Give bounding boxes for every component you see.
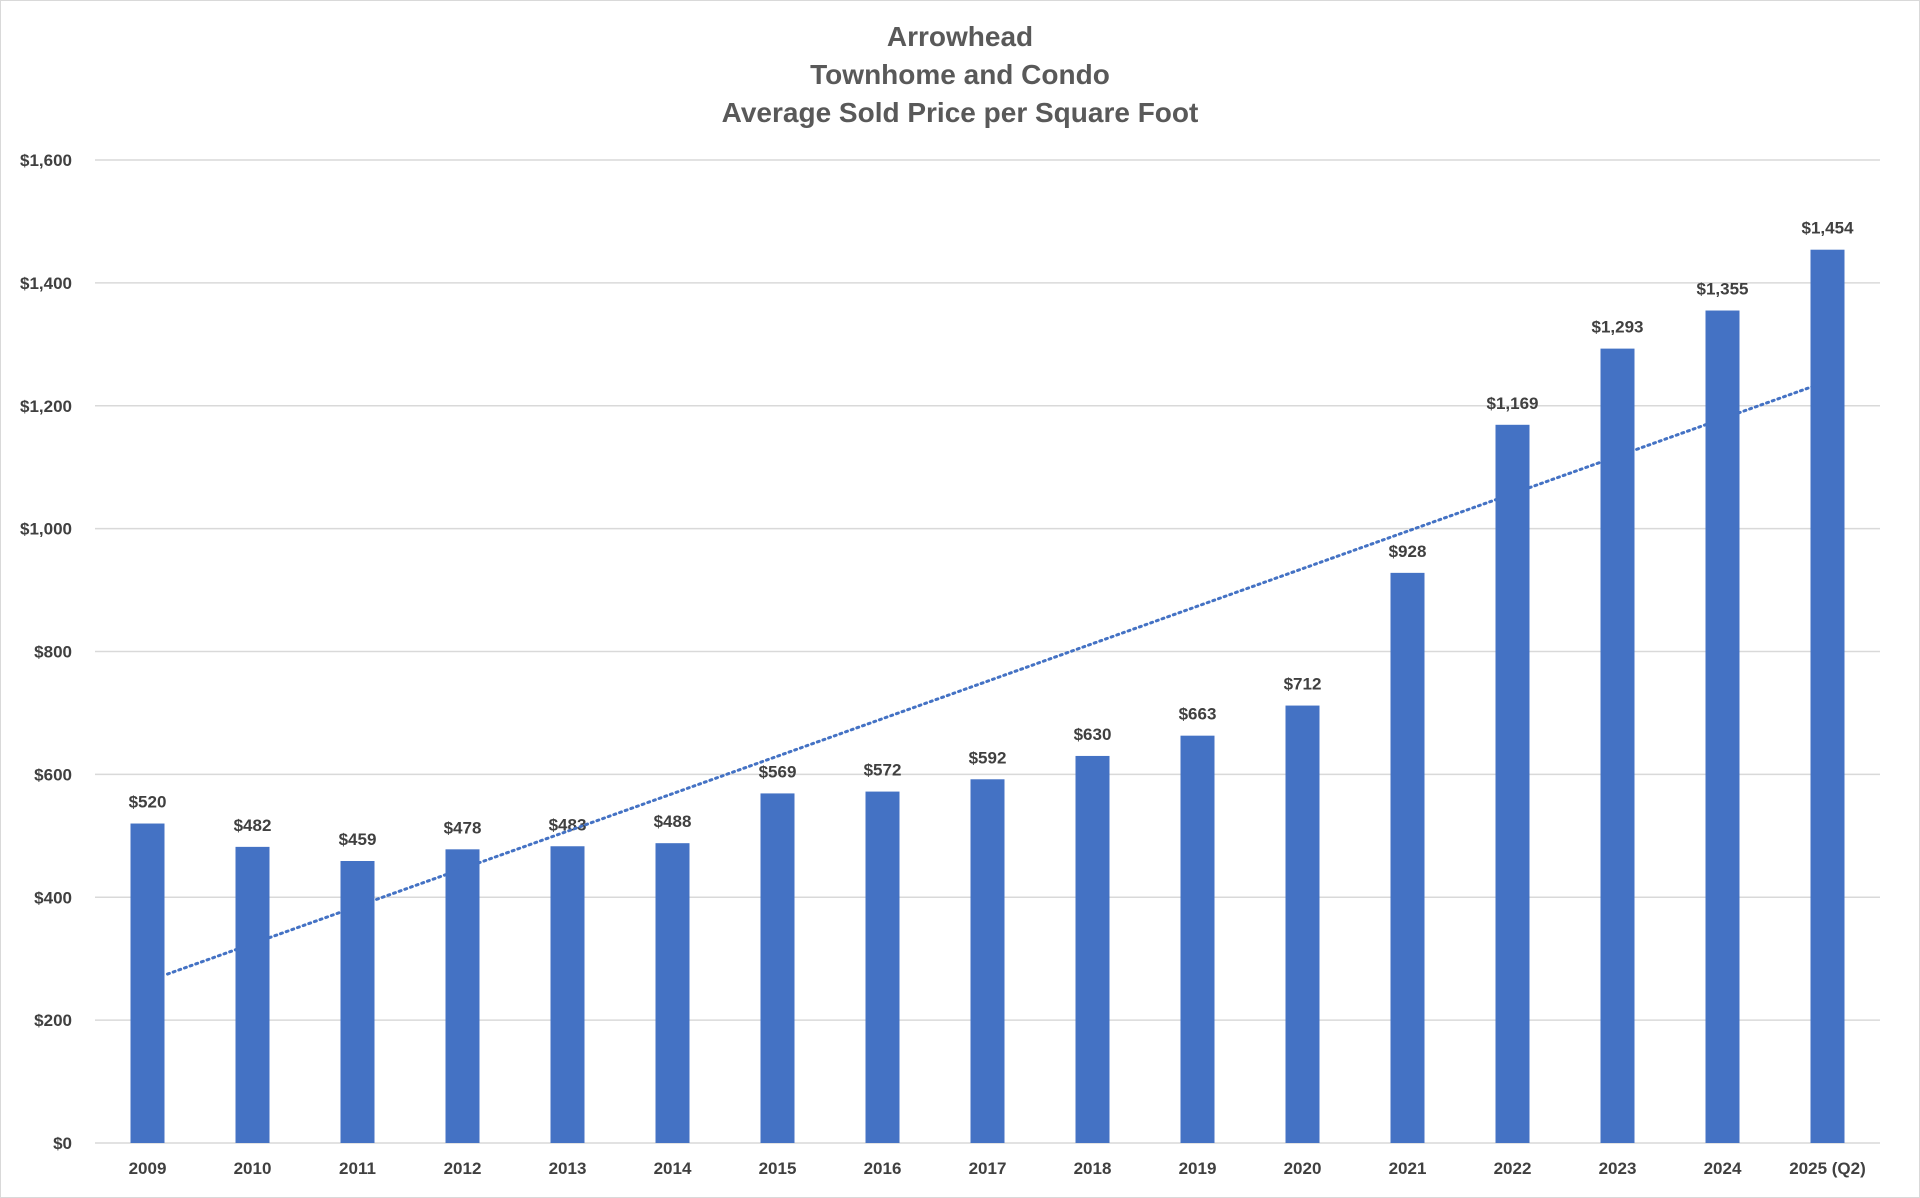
bar: [1495, 424, 1530, 1143]
data-label: $712: [1284, 675, 1322, 694]
data-label: $572: [864, 761, 902, 780]
bar: [1390, 572, 1425, 1143]
chart-title: Arrowhead Townhome and Condo Average Sol…: [0, 18, 1920, 132]
bar: [1600, 348, 1635, 1143]
x-tick-label: 2021: [1389, 1159, 1427, 1178]
data-label: $592: [969, 748, 1007, 767]
data-label: $630: [1074, 725, 1112, 744]
data-label: $1,454: [1802, 219, 1855, 238]
data-label: $569: [759, 762, 797, 781]
y-tick-label: $1,200: [20, 397, 72, 416]
bar: [1810, 249, 1845, 1144]
y-tick-label: $0: [53, 1134, 72, 1153]
x-tick-label: 2009: [129, 1159, 167, 1178]
data-label: $488: [654, 812, 692, 831]
bar: [550, 846, 585, 1143]
bar: [445, 849, 480, 1143]
bar: [130, 823, 165, 1143]
chart-title-line-1: Arrowhead: [886, 21, 1034, 52]
bar: [1180, 735, 1215, 1143]
data-label: $459: [339, 830, 377, 849]
bar: [1285, 705, 1320, 1143]
bar: [235, 846, 270, 1143]
trendline: [166, 383, 1817, 976]
chart-title-line-3: Average Sold Price per Square Foot: [721, 97, 1199, 128]
x-tick-label: 2011: [339, 1159, 376, 1178]
bar: [340, 861, 375, 1143]
x-tick-label: 2015: [759, 1159, 797, 1178]
y-tick-label: $400: [34, 888, 72, 907]
y-tick-label: $800: [34, 643, 72, 662]
y-tick-label: $1,000: [20, 520, 72, 539]
chart-title-line-2: Townhome and Condo: [810, 59, 1110, 90]
data-label: $928: [1389, 542, 1427, 561]
data-label: $478: [444, 818, 482, 837]
x-tick-label: 2022: [1494, 1159, 1532, 1178]
x-tick-label: 2020: [1284, 1159, 1322, 1178]
data-label: $1,293: [1592, 318, 1644, 337]
x-tick-label: 2013: [549, 1159, 587, 1178]
data-label: $520: [129, 793, 167, 812]
y-tick-label: $1,600: [20, 151, 72, 170]
y-tick-label: $200: [34, 1011, 72, 1030]
data-label: $1,169: [1487, 394, 1539, 413]
bar: [1705, 310, 1740, 1144]
y-tick-label: $600: [34, 765, 72, 784]
x-tick-label: 2014: [654, 1159, 692, 1178]
bar: [865, 791, 900, 1143]
data-label: $663: [1179, 705, 1217, 724]
data-label: $482: [234, 816, 272, 835]
data-label: $483: [549, 815, 587, 834]
x-tick-label: 2010: [234, 1159, 272, 1178]
y-tick-label: $1,400: [20, 274, 72, 293]
x-tick-label: 2024: [1704, 1159, 1742, 1178]
bar: [655, 843, 690, 1143]
bar: [1075, 755, 1110, 1143]
bar: [970, 779, 1005, 1143]
bar: [760, 793, 795, 1143]
x-tick-label: 2019: [1179, 1159, 1217, 1178]
x-tick-label: 2018: [1074, 1159, 1112, 1178]
x-tick-label: 2017: [969, 1159, 1007, 1178]
x-tick-label: 2023: [1599, 1159, 1637, 1178]
x-tick-label: 2012: [444, 1159, 482, 1178]
x-tick-label: 2025 (Q2): [1789, 1159, 1866, 1178]
data-label: $1,355: [1697, 280, 1749, 299]
x-tick-label: 2016: [864, 1159, 902, 1178]
